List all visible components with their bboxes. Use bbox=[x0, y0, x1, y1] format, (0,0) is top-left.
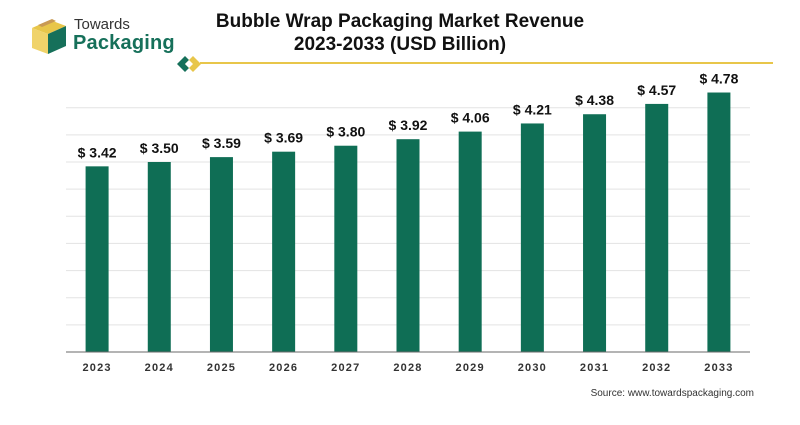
x-tick-labels: 2023 2024 2025 2026 2027 2028 2029 2030 2031 2032… bbox=[82, 362, 733, 374]
x-tick-2028: 2028 bbox=[393, 362, 422, 374]
value-label-2033: $ 4.78 bbox=[699, 71, 738, 87]
bar-2027 bbox=[334, 145, 358, 352]
x-tick-2026: 2026 bbox=[269, 362, 298, 374]
value-label-2023: $ 3.42 bbox=[78, 144, 117, 160]
x-tick-2033: 2033 bbox=[704, 362, 733, 374]
box-logo-icon bbox=[32, 19, 66, 54]
bar-2023 bbox=[85, 166, 109, 352]
value-label-2025: $ 3.59 bbox=[202, 135, 241, 151]
x-tick-2024: 2024 bbox=[145, 362, 174, 374]
x-tick-2027: 2027 bbox=[331, 362, 360, 374]
bars bbox=[85, 92, 731, 353]
bar-2026 bbox=[272, 151, 296, 352]
chart-title-line-2: 2023-2033 (USD Billion) bbox=[293, 34, 507, 55]
bar-2031 bbox=[583, 114, 607, 352]
value-label-2029: $ 4.06 bbox=[451, 110, 490, 126]
bar-2024 bbox=[147, 162, 171, 352]
value-label-2030: $ 4.21 bbox=[513, 101, 552, 117]
bar-2032 bbox=[645, 103, 669, 353]
x-tick-2032: 2032 bbox=[642, 362, 671, 374]
value-label-2024: $ 3.50 bbox=[140, 140, 179, 156]
bar-2029 bbox=[458, 131, 482, 352]
bar-2025 bbox=[209, 157, 233, 352]
bar-2030 bbox=[520, 123, 544, 352]
brand-name-bottom: Packaging bbox=[73, 32, 175, 54]
x-tick-2030: 2030 bbox=[518, 362, 547, 374]
bar-2028 bbox=[396, 139, 420, 352]
value-label-2032: $ 4.57 bbox=[637, 82, 676, 98]
chart-title: Bubble Wrap Packaging Market Revenue 202… bbox=[0, 10, 800, 56]
value-label-2027: $ 3.80 bbox=[326, 124, 365, 140]
diamond-divider-icon bbox=[177, 56, 201, 72]
bar-2033 bbox=[707, 92, 731, 352]
value-label-2031: $ 4.38 bbox=[575, 92, 614, 108]
x-tick-2025: 2025 bbox=[207, 362, 236, 374]
chart-title-line-1: Bubble Wrap Packaging Market Revenue bbox=[215, 11, 585, 32]
value-label-2026: $ 3.69 bbox=[264, 130, 303, 146]
x-tick-2029: 2029 bbox=[456, 362, 485, 374]
x-tick-2023: 2023 bbox=[82, 362, 111, 374]
value-label-2028: $ 3.92 bbox=[389, 117, 428, 133]
x-tick-2031: 2031 bbox=[580, 362, 609, 374]
source-note: Source: www.towardspackaging.com bbox=[590, 388, 754, 399]
brand-logo: Towards Packaging bbox=[30, 14, 180, 60]
value-labels: $ 3.42 $ 3.50 $ 3.59 $ 3.69 $ 3.80 $ 3.92 $ 4.… bbox=[78, 71, 739, 161]
title-divider bbox=[200, 62, 773, 64]
brand-name-top: Towards bbox=[74, 16, 130, 33]
